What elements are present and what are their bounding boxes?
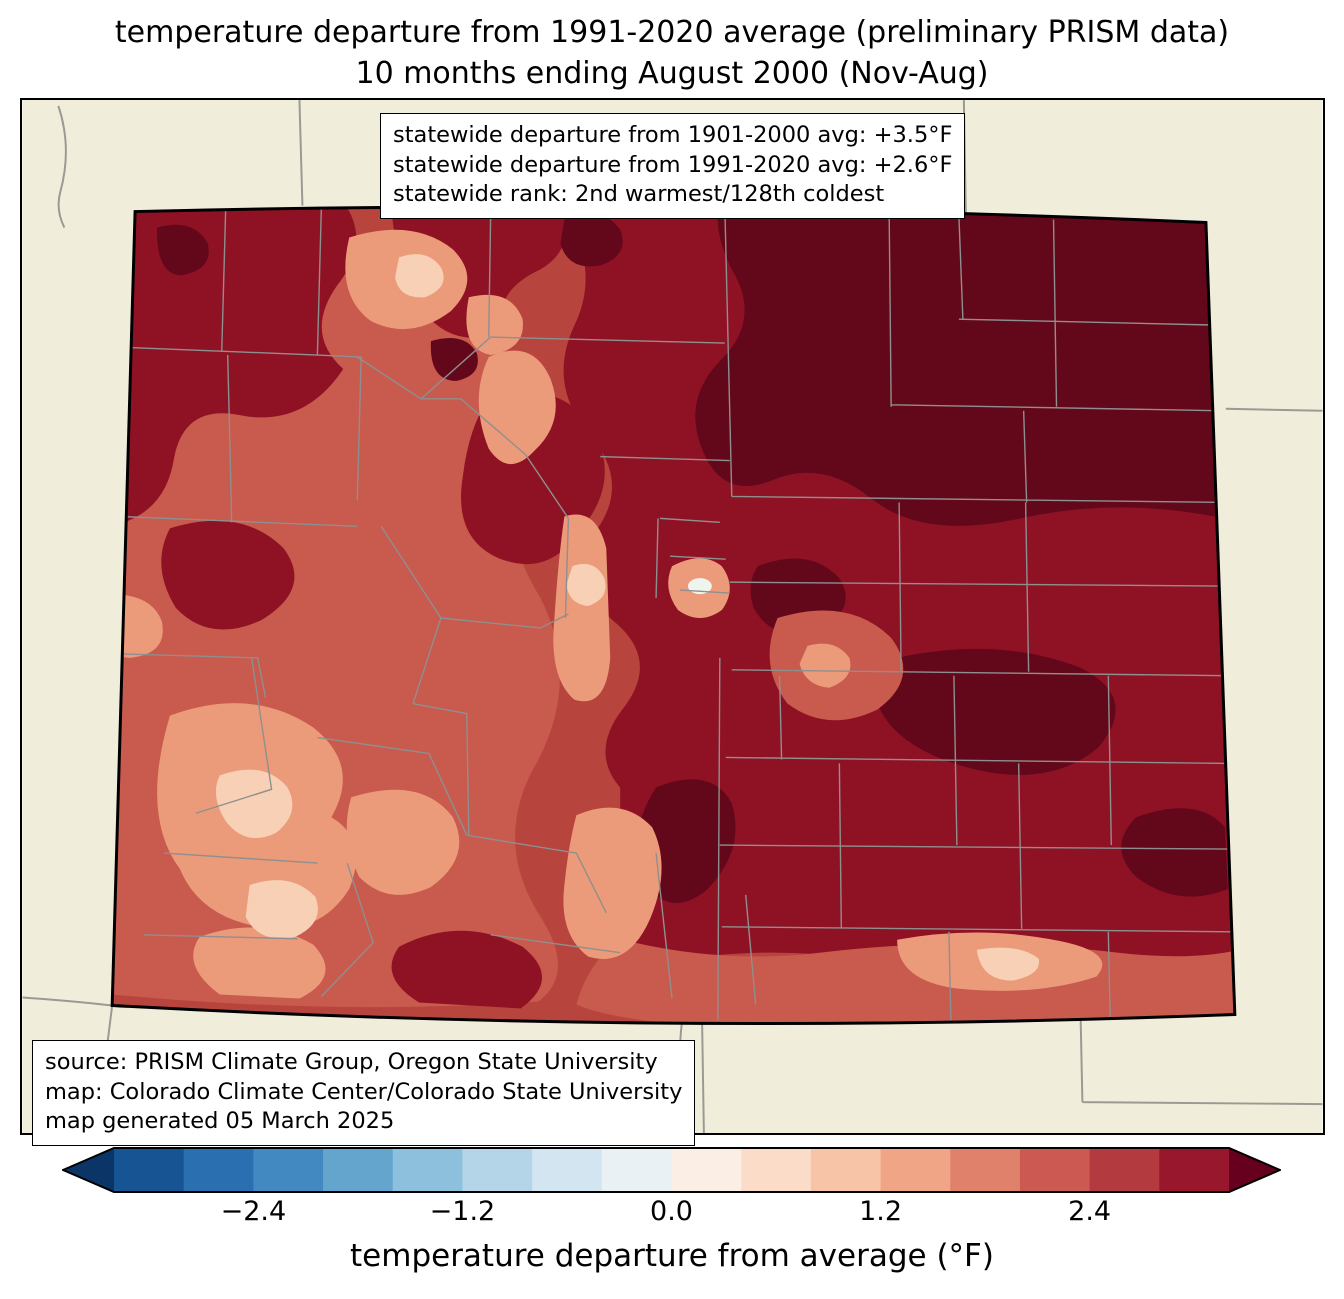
colorbar-tick-label: −2.4 bbox=[220, 1196, 287, 1227]
colorbar-tick-label: −1.2 bbox=[429, 1196, 496, 1227]
stats-box: statewide departure from 1901-2000 avg: … bbox=[380, 113, 966, 220]
county-boundaries bbox=[118, 207, 1232, 1024]
colorbar-tick-label: 2.4 bbox=[1068, 1196, 1112, 1227]
map-region-salmon bbox=[112, 229, 1103, 999]
colorbar bbox=[62, 1147, 1281, 1193]
map-white-spot bbox=[687, 578, 712, 595]
map-region-peach bbox=[215, 254, 1040, 981]
map-region-darkest bbox=[156, 207, 1228, 904]
colorbar-svg bbox=[62, 1147, 1281, 1193]
source-line-2: map: Colorado Climate Center/Colorado St… bbox=[45, 1078, 683, 1105]
colorado-map bbox=[22, 100, 1323, 1133]
stats-line-2: statewide departure from 1991-2020 avg: … bbox=[393, 151, 953, 178]
source-line-1: source: PRISM Climate Group, Oregon Stat… bbox=[45, 1049, 658, 1075]
source-line-3: map generated 05 March 2025 bbox=[45, 1108, 395, 1135]
stats-line-1: statewide departure from 1901-2000 avg: … bbox=[393, 122, 953, 148]
colorbar-tick-label: 0.0 bbox=[650, 1196, 693, 1227]
colorbar-tick-label: 1.2 bbox=[859, 1196, 903, 1227]
title-line-1: temperature departure from 1991-2020 ave… bbox=[114, 15, 1230, 50]
colorbar-ticks: −2.4 −1.2 0.0 1.2 2.4 bbox=[62, 1196, 1281, 1232]
map-axes: statewide departure from 1901-2000 avg: … bbox=[20, 98, 1325, 1147]
title-line-2: 10 months ending August 2000 (Nov-Aug) bbox=[355, 56, 989, 92]
source-box: source: PRISM Climate Group, Oregon Stat… bbox=[32, 1040, 696, 1147]
stats-line-3: statewide rank: 2nd warmest/128th coldes… bbox=[393, 181, 885, 208]
title-block: temperature departure from 1991-2020 ave… bbox=[0, 12, 1344, 95]
colorbar-label: temperature departure from average (°F) bbox=[350, 1238, 994, 1274]
